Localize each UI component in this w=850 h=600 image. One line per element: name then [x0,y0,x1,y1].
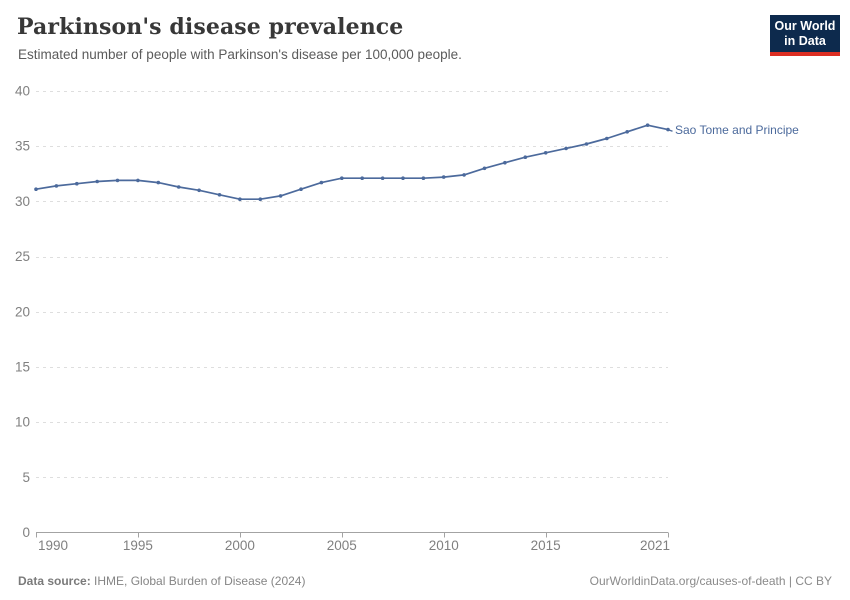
data-point-marker [380,176,385,180]
x-axis [36,532,669,538]
data-source-label: Data source: [18,574,91,588]
data-point-marker [75,181,79,186]
data-point-marker [299,187,303,191]
data-point-marker [625,130,629,134]
data-point-marker [401,176,405,180]
data-point-marker [136,178,140,183]
x-tick-label: 2005 [327,538,357,553]
data-point-marker [462,173,466,177]
credit-link[interactable]: OurWorldinData.org/causes-of-death | CC … [589,574,832,588]
y-tick-label: 5 [22,470,30,485]
page-title: Parkinson's disease prevalence [17,14,404,40]
data-source-note: Data source: IHME, Global Burden of Dise… [18,574,305,588]
chart-footer: Data source: IHME, Global Burden of Dise… [18,574,832,588]
gridlines [36,91,668,478]
series-sao-tome-and-principe[interactable]: Sao Tome and Principe [34,123,799,201]
data-point-marker [319,180,324,185]
y-tick-label: 25 [15,249,30,264]
y-tick-label: 10 [15,415,30,430]
y-tick-label: 0 [22,525,30,540]
y-tick-label: 40 [15,84,30,99]
data-point-marker [95,179,99,184]
data-point-marker [238,197,242,201]
data-point-marker [217,193,222,197]
data-point-marker [421,176,426,180]
data-point-marker [197,188,201,193]
y-tick-label: 20 [15,304,30,319]
x-tick-label: 2000 [225,538,255,553]
x-tick-label: 1995 [123,538,153,553]
data-point-marker [441,175,446,179]
data-point-marker [34,187,38,191]
data-point-marker [340,176,344,180]
data-point-marker [503,160,507,165]
data-point-marker [605,136,609,141]
data-point-marker [523,155,528,159]
owid-logo-line2: in Data [784,34,826,48]
y-tick-label: 30 [15,194,30,209]
data-point-marker [360,176,365,180]
data-point-marker [564,146,568,151]
label-connector [667,128,673,132]
data-point-marker [54,184,59,188]
data-point-marker [258,197,263,201]
x-tick-labels: 1990 1995 2000 2005 2010 2015 2021 [38,538,670,553]
owid-logo[interactable]: Our World in Data [770,15,840,56]
owid-logo-line1: Our World [774,19,836,33]
page-subtitle: Estimated number of people with Parkinso… [18,47,462,62]
data-point-marker [482,166,487,171]
data-point-marker [645,123,650,127]
data-point-marker [176,185,181,189]
y-tick-label: 15 [15,359,30,374]
y-tick-labels: 0 5 10 15 20 25 30 35 40 [15,84,30,541]
data-point-marker [584,142,589,146]
chart-header: Parkinson's disease prevalence Estimated… [0,0,850,62]
data-point-marker [278,194,283,198]
x-tick-label: 2010 [429,538,459,553]
series-end-label[interactable]: Sao Tome and Principe [675,123,799,137]
data-point-marker [156,180,161,185]
x-tick-label: 2015 [531,538,561,553]
series-line[interactable] [35,124,669,201]
x-tick-label: 2021 [640,538,670,553]
y-tick-label: 35 [15,139,30,154]
x-tick-label: 1990 [38,538,68,553]
data-point-marker [543,151,548,155]
data-point-marker [115,178,120,183]
data-source-text: IHME, Global Burden of Disease (2024) [90,574,306,588]
